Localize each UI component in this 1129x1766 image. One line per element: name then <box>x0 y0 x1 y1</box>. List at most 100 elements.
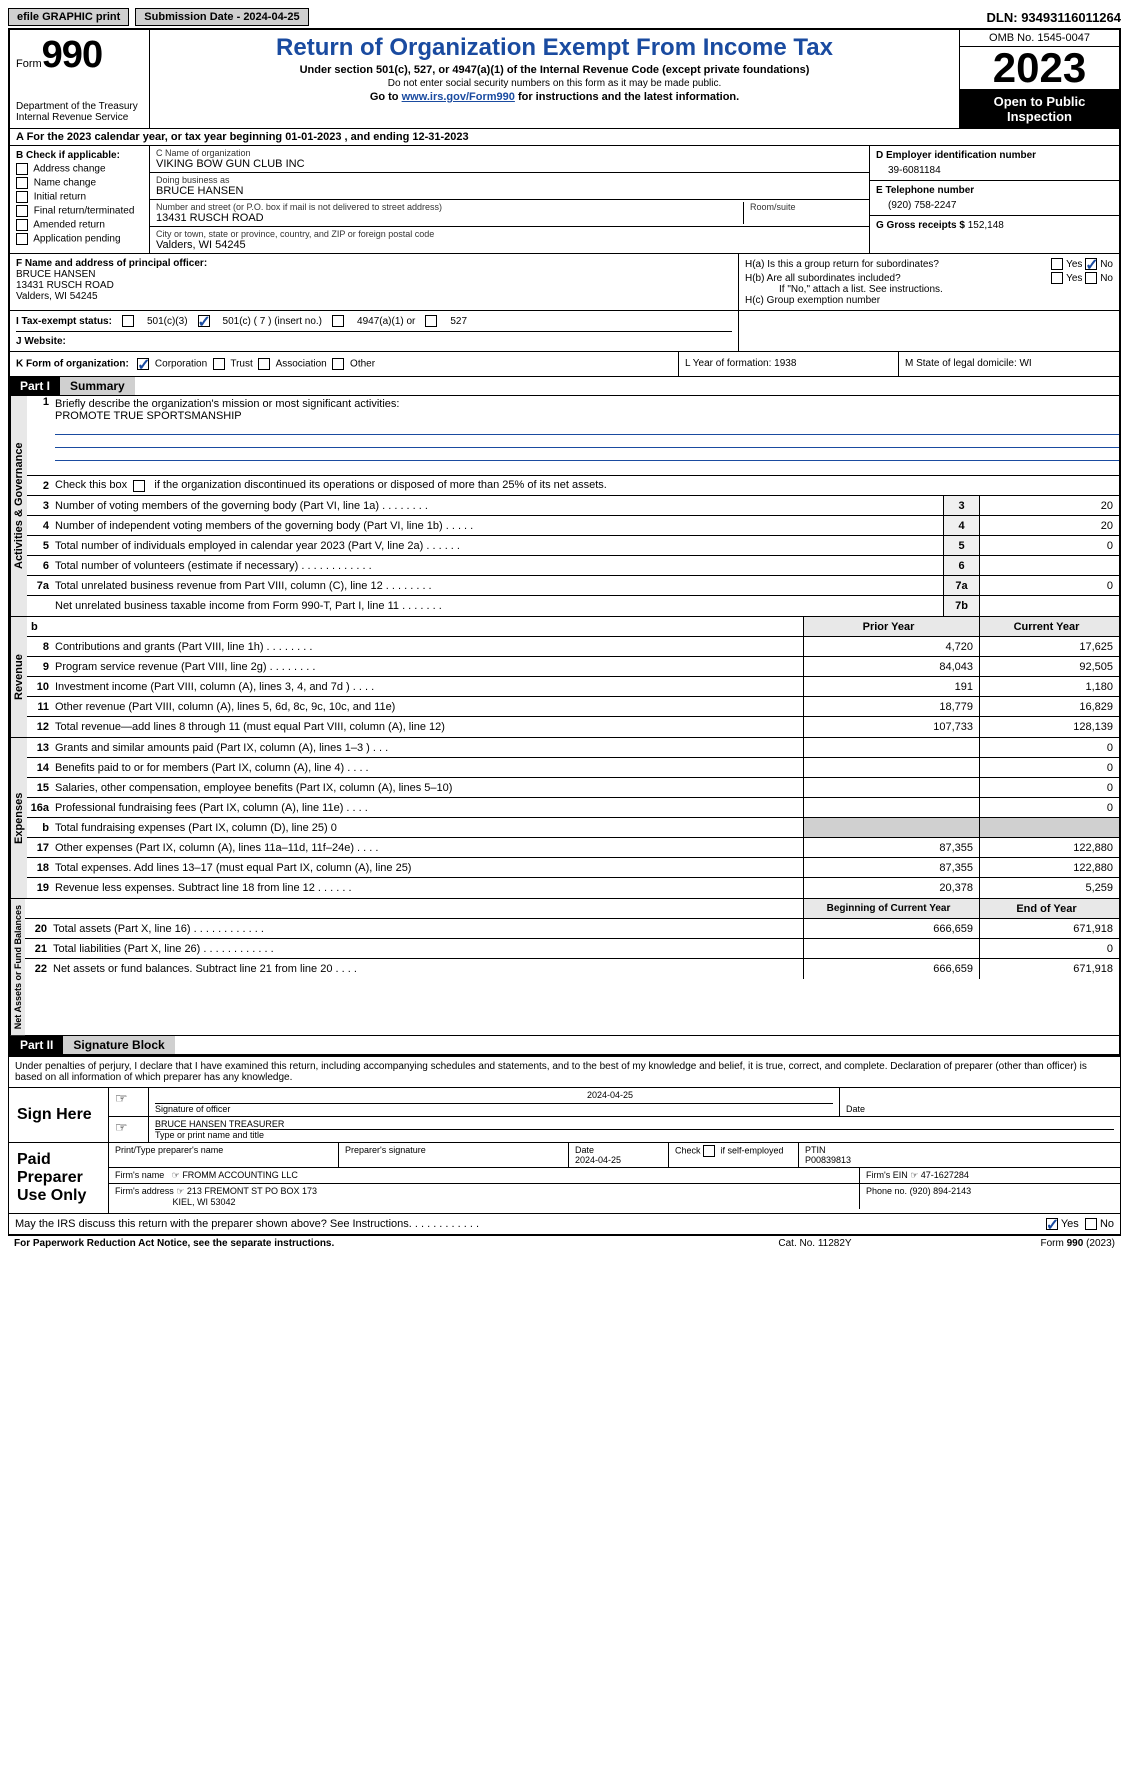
vert-revenue: Revenue <box>10 617 27 737</box>
dln-label: DLN: 93493116011264 <box>987 10 1121 25</box>
row-current: 0 <box>979 778 1119 797</box>
colb-checkbox[interactable] <box>16 191 28 203</box>
footer-form-num: 990 <box>1067 1238 1084 1249</box>
row-cellval: 0 <box>979 536 1119 555</box>
discuss-yes-checkbox[interactable] <box>1046 1218 1058 1230</box>
row-num: 13 <box>27 742 55 754</box>
row-text: Grants and similar amounts paid (Part IX… <box>55 740 803 756</box>
k-assoc-checkbox[interactable] <box>258 358 270 370</box>
firm-ein: 47-1627284 <box>921 1170 969 1180</box>
i-opt-3: 527 <box>450 316 467 327</box>
row-current: 671,918 <box>979 959 1119 979</box>
i-4947-checkbox[interactable] <box>332 315 344 327</box>
header-middle: Return of Organization Exempt From Incom… <box>150 30 959 128</box>
k-trust-checkbox[interactable] <box>213 358 225 370</box>
row-num: 11 <box>27 701 55 713</box>
row-text: Salaries, other compensation, employee b… <box>55 780 803 796</box>
l-year-formation: L Year of formation: 1938 <box>679 352 899 376</box>
row-text: Revenue less expenses. Subtract line 18 … <box>55 880 803 896</box>
hb-label: H(b) Are all subordinates included? <box>745 273 1051 284</box>
phone-value: (920) 758-2247 <box>876 200 1113 211</box>
hb-no-label: No <box>1100 273 1113 284</box>
colb-checkbox[interactable] <box>16 163 28 175</box>
i-opt-0: 501(c)(3) <box>147 316 188 327</box>
row-cellnum: 3 <box>943 496 979 515</box>
submission-date-button[interactable]: Submission Date - 2024-04-25 <box>135 8 308 26</box>
row-current: 17,625 <box>979 637 1119 656</box>
i-501c3-checkbox[interactable] <box>122 315 134 327</box>
col-current-hdr: Current Year <box>979 617 1119 636</box>
row-cellnum: 4 <box>943 516 979 535</box>
row-num: 16a <box>27 802 55 814</box>
footer-paperwork: For Paperwork Reduction Act Notice, see … <box>14 1238 715 1249</box>
goto-pre: Go to <box>370 91 402 103</box>
colb-checkbox[interactable] <box>16 177 28 189</box>
self-employed-checkbox[interactable] <box>703 1145 715 1157</box>
k-other-checkbox[interactable] <box>332 358 344 370</box>
row-prior: 87,355 <box>803 838 979 857</box>
colb-item-label: Name change <box>34 178 96 189</box>
sig-date-top: 2024-04-25 <box>155 1090 833 1104</box>
city-label: City or town, state or province, country… <box>156 229 863 239</box>
row-text: Investment income (Part VIII, column (A)… <box>55 679 803 695</box>
row-num: 18 <box>27 862 55 874</box>
i-527-checkbox[interactable] <box>425 315 437 327</box>
ha-label: H(a) Is this a group return for subordin… <box>745 259 1051 270</box>
colb-checkbox[interactable] <box>16 233 28 245</box>
row-cellnum: 6 <box>943 556 979 575</box>
row-text: Number of independent voting members of … <box>55 518 943 534</box>
hb-yes-label: Yes <box>1066 273 1082 284</box>
firm-name: FROMM ACCOUNTING LLC <box>182 1170 298 1180</box>
efile-button[interactable]: efile GRAPHIC print <box>8 8 129 26</box>
k-corp-checkbox[interactable] <box>137 358 149 370</box>
hb-no-checkbox[interactable] <box>1085 272 1097 284</box>
row-a-period: A For the 2023 calendar year, or tax yea… <box>10 129 1119 146</box>
row-current: 0 <box>979 798 1119 817</box>
col-b-hdr: b <box>27 621 55 633</box>
row-num: 6 <box>27 560 55 572</box>
sig-officer-label: Signature of officer <box>155 1104 230 1114</box>
colb-item-label: Amended return <box>33 220 105 231</box>
part2-title: Signature Block <box>63 1036 174 1054</box>
row-current: 0 <box>979 939 1119 958</box>
i-opt-1: 501(c) ( 7 ) (insert no.) <box>223 316 322 327</box>
row-text: Total liabilities (Part X, line 26) . . … <box>53 941 803 957</box>
row-num: 12 <box>27 721 55 733</box>
row-num: 21 <box>25 943 53 955</box>
goto-link[interactable]: www.irs.gov/Form990 <box>402 91 515 103</box>
i-501c-checkbox[interactable] <box>198 315 210 327</box>
row-num: 19 <box>27 882 55 894</box>
discuss-no: No <box>1100 1218 1114 1230</box>
ein-label: D Employer identification number <box>876 150 1113 161</box>
row-current: 5,259 <box>979 878 1119 898</box>
f-name: BRUCE HANSEN <box>16 269 95 280</box>
row-text: Program service revenue (Part VIII, line… <box>55 659 803 675</box>
footer-catno: Cat. No. 11282Y <box>715 1238 915 1249</box>
hb-yes-checkbox[interactable] <box>1051 272 1063 284</box>
row-num: 10 <box>27 681 55 693</box>
row-prior: 20,378 <box>803 878 979 898</box>
firm-addr-label: Firm's address <box>115 1186 174 1196</box>
colb-checkbox[interactable] <box>16 219 28 231</box>
row-text: Professional fundraising fees (Part IX, … <box>55 800 803 816</box>
row-prior: 18,779 <box>803 697 979 716</box>
street-label: Number and street (or P.O. box if mail i… <box>156 202 743 212</box>
dba-label: Doing business as <box>156 175 863 185</box>
discuss-yes: Yes <box>1061 1218 1079 1230</box>
ha-yes-checkbox[interactable] <box>1051 258 1063 270</box>
discuss-no-checkbox[interactable] <box>1085 1218 1097 1230</box>
colb-checkbox[interactable] <box>16 205 28 217</box>
open-public-badge: Open to Public Inspection <box>960 90 1119 128</box>
ptin-value: P00839813 <box>805 1155 851 1165</box>
ein-value: 39-6081184 <box>876 165 1113 176</box>
org-name-label: C Name of organization <box>156 148 863 158</box>
footer-form-post: (2023) <box>1083 1238 1115 1249</box>
prep-sig-label: Preparer's signature <box>339 1143 569 1167</box>
row-num: 4 <box>27 520 55 532</box>
row-prior <box>803 798 979 817</box>
k-label: K Form of organization: <box>16 359 129 370</box>
line2-checkbox[interactable] <box>133 480 145 492</box>
ha-yes-label: Yes <box>1066 259 1082 270</box>
ha-no-checkbox[interactable] <box>1085 258 1097 270</box>
date-label: Date <box>846 1104 865 1114</box>
